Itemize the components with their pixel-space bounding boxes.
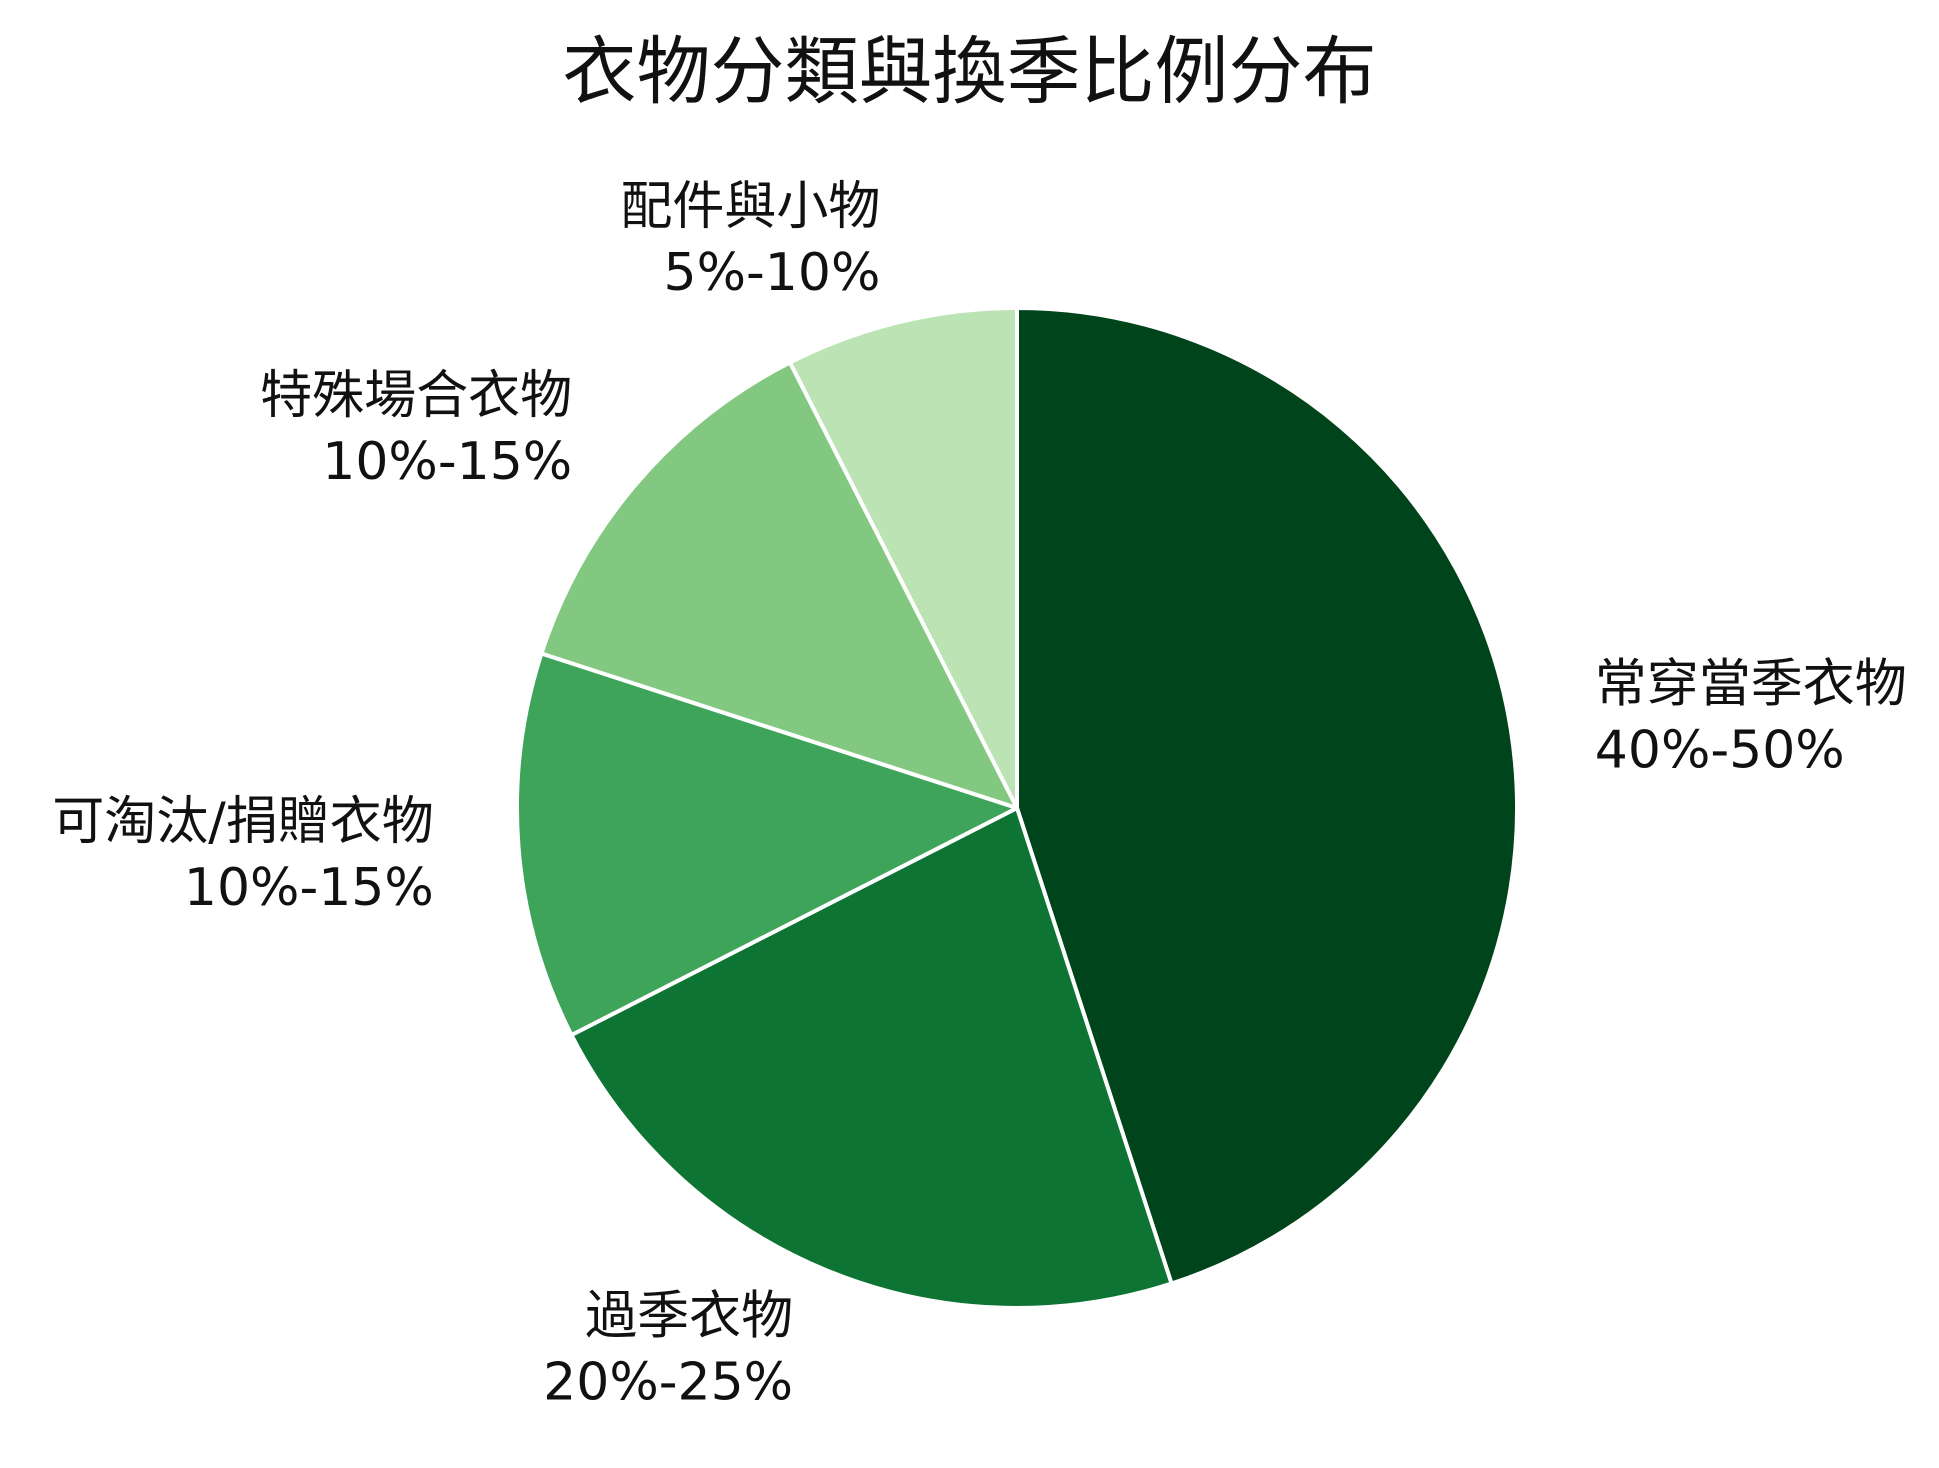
pie-slice-3 (539, 360, 1019, 810)
slice-label-4: 配件與小物 (620, 177, 880, 237)
slice-value-label-0: 40%-50% (1595, 721, 1845, 781)
pie-slice-0 (1015, 306, 1519, 1286)
slice-value-label-2: 10%-15% (184, 858, 434, 918)
slice-label-0: 常穿當季衣物 (1595, 655, 1907, 715)
slice-value-label-4: 5%-10% (664, 243, 881, 303)
pie-slice-1 (569, 806, 1174, 1310)
pie-slice-2 (515, 651, 1019, 1037)
pie-slices (515, 306, 1519, 1310)
chart-title: 衣物分類與換季比例分布 (562, 29, 1377, 115)
slice-label-1: 過季衣物 (585, 1287, 793, 1347)
slice-value-label-1: 20%-25% (543, 1353, 793, 1413)
slice-value-label-3: 10%-15% (322, 432, 572, 492)
slice-label-3: 特殊場合衣物 (260, 366, 572, 426)
pie-labels: 常穿當季衣物40%-50%過季衣物20%-25%可淘汰/捐贈衣物10%-15%特… (52, 177, 1907, 1412)
slice-label-2: 可淘汰/捐贈衣物 (52, 792, 434, 852)
pie-slice-4 (788, 306, 1019, 810)
